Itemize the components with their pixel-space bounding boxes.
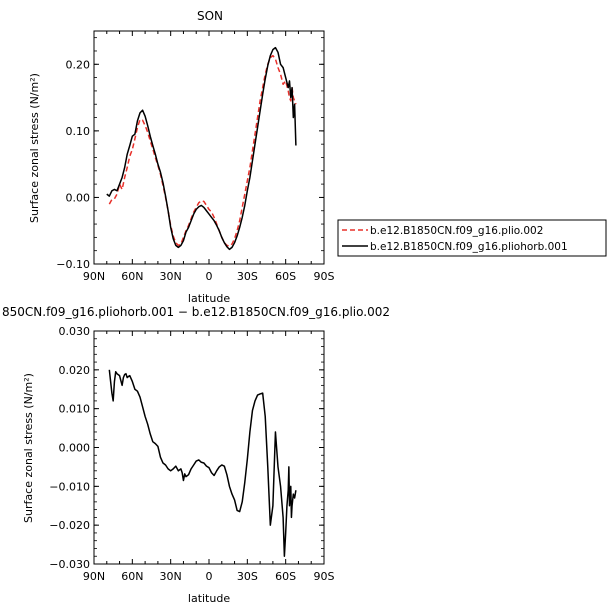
bottom-chart-title: 850CN.f09_g16.pliohorb.001 − b.e12.B1850… xyxy=(2,305,390,319)
bottom-y-tick-label: −0.020 xyxy=(49,519,90,532)
top-y-tick-label: −0.10 xyxy=(56,258,90,271)
bottom-x-tick-label: 60N xyxy=(121,570,143,583)
bottom-y-tick-label: 0.030 xyxy=(59,325,91,338)
legend-label-plio: b.e12.B1850CN.f09_g16.plio.002 xyxy=(370,225,543,237)
bottom-x-tick-label: 30S xyxy=(237,570,258,583)
top-x-tick-label: 60S xyxy=(275,270,296,283)
bottom-y-tick-label: 0.020 xyxy=(59,364,91,377)
legend-label-pliohorb: b.e12.B1850CN.f09_g16.pliohorb.001 xyxy=(370,241,568,253)
top-x-tick-label: 30N xyxy=(160,270,182,283)
bottom-axes-frame xyxy=(93,330,325,565)
bottom-x-axis-label: latitude xyxy=(188,592,230,605)
bottom-y-tick-label: 0.000 xyxy=(59,442,91,455)
top-series-line-0 xyxy=(108,54,297,247)
top-x-tick-label: 90N xyxy=(83,270,105,283)
bottom-x-tick-label: 30N xyxy=(160,570,182,583)
legend-box xyxy=(337,219,607,257)
top-y-tick-label: 0.00 xyxy=(66,191,91,204)
top-y-tick-label: 0.20 xyxy=(66,58,91,71)
top-x-tick-label: 30S xyxy=(237,270,258,283)
legend: b.e12.B1850CN.f09_g16.plio.002 b.e12.B18… xyxy=(337,219,607,257)
top-series-line-1 xyxy=(106,46,297,251)
bottom-x-tick-label: 60S xyxy=(275,570,296,583)
bottom-y-tick-label: −0.030 xyxy=(49,558,90,571)
bottom-x-tick-label: 90N xyxy=(83,570,105,583)
top-y-axis-label: Surface zonal stress (N/m²) xyxy=(28,73,41,223)
top-x-tick-label: 60N xyxy=(121,270,143,283)
bottom-series-line-0 xyxy=(108,369,297,557)
bottom-y-axis-label: Surface zonal stress (N/m²) xyxy=(22,373,35,523)
bottom-y-tick-label: 0.010 xyxy=(59,403,91,416)
bottom-panel: 850CN.f09_g16.pliohorb.001 − b.e12.B1850… xyxy=(2,305,390,605)
top-chart-title: SON xyxy=(197,9,223,23)
top-panel: SON 90N 60N 30N 0 30S 60S 90S −0.10 0.00 0.10 0.20… xyxy=(28,9,335,305)
bottom-y-tick-label: −0.010 xyxy=(49,480,90,493)
bottom-x-tick-label: 0 xyxy=(206,570,213,583)
top-x-axis-label: latitude xyxy=(188,292,230,305)
top-plot-area: 90N 60N 30N 0 30S 60S 90S −0.10 0.00 0.10 0.20 xyxy=(56,31,335,283)
top-x-tick-label: 0 xyxy=(206,270,213,283)
top-x-tick-label: 90S xyxy=(314,270,335,283)
top-axes-frame xyxy=(93,30,325,265)
top-y-tick-label: 0.10 xyxy=(66,125,91,138)
bottom-x-tick-label: 90S xyxy=(314,570,335,583)
bottom-plot-area: 90N 60N 30N 0 30S 60S 90S −0.030 −0.020 −0.010 0.0… xyxy=(49,325,334,583)
